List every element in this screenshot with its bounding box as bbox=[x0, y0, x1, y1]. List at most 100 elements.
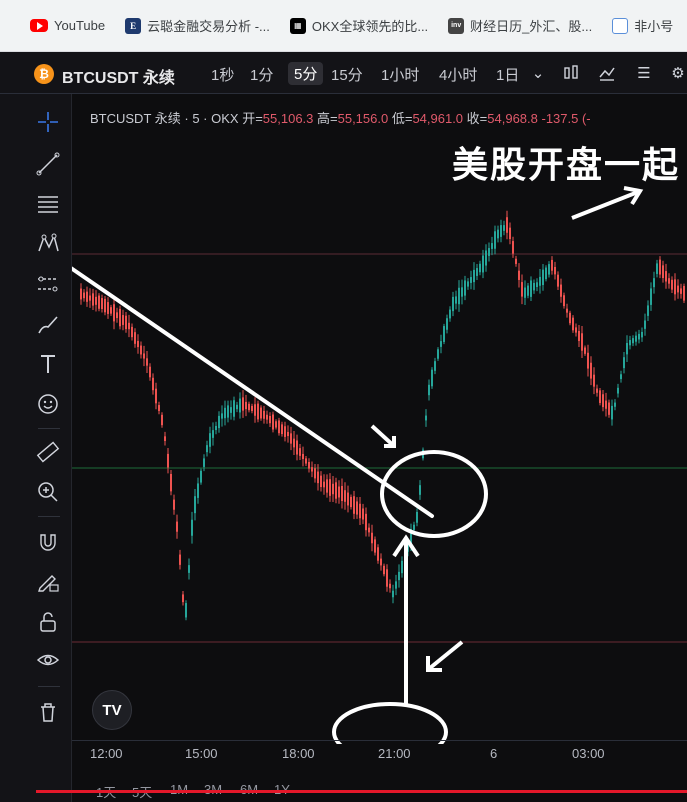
timeframe-5m[interactable]: 5分 bbox=[288, 62, 324, 85]
candle-body bbox=[248, 403, 250, 411]
timeframe-4h[interactable]: 4小时 bbox=[439, 67, 478, 84]
candle-body bbox=[620, 374, 622, 380]
tradingview-logo[interactable]: TV bbox=[92, 690, 132, 730]
templates-icon[interactable]: ☰ bbox=[637, 65, 651, 82]
candle-body bbox=[518, 270, 520, 280]
magnet-icon[interactable] bbox=[34, 528, 62, 556]
candle-body bbox=[302, 453, 304, 460]
legend-close-label: 收= bbox=[466, 111, 488, 126]
unlock-icon[interactable] bbox=[34, 608, 62, 636]
candle-body bbox=[164, 436, 166, 442]
legend-high-label: 高= bbox=[317, 111, 338, 126]
legend-title: BTCUSDT 永续 · 5 · OKX bbox=[90, 111, 239, 126]
candle-body bbox=[452, 296, 454, 312]
trash-icon[interactable] bbox=[34, 698, 62, 726]
forecast-icon[interactable] bbox=[34, 270, 62, 298]
candle-body bbox=[512, 241, 514, 254]
candle-body bbox=[83, 292, 85, 299]
range-3m[interactable]: 3M bbox=[204, 782, 222, 797]
candle-body bbox=[95, 296, 97, 305]
candle-body bbox=[356, 501, 358, 515]
timeframe-15m[interactable]: 15分 bbox=[331, 67, 363, 84]
candle-body bbox=[479, 263, 481, 273]
candle-body bbox=[398, 571, 400, 581]
candle-body bbox=[92, 293, 94, 306]
indicators-icon[interactable] bbox=[597, 64, 617, 82]
candles-icon[interactable] bbox=[561, 64, 581, 82]
bookmark-investing[interactable]: inv 财经日历_外汇、股... bbox=[448, 16, 592, 35]
brush-icon[interactable] bbox=[34, 310, 62, 338]
time-tick: 15:00 bbox=[185, 746, 218, 761]
ruler-icon[interactable] bbox=[34, 438, 62, 466]
candle-body bbox=[641, 331, 643, 338]
timeframe-1m[interactable]: 1分 bbox=[250, 67, 274, 84]
candle-body bbox=[110, 307, 112, 314]
candle-body bbox=[524, 287, 526, 298]
candle-body bbox=[659, 259, 661, 275]
annotation-text: 美股开盘一起 bbox=[452, 144, 681, 186]
candle-body bbox=[593, 374, 595, 387]
bookmark-youtube[interactable]: YouTube bbox=[30, 18, 105, 33]
chevron-down-icon[interactable]: ⌄ bbox=[531, 65, 545, 82]
time-axis[interactable]: 12:00 15:00 18:00 21:00 6 03:00 bbox=[72, 740, 687, 766]
bookmark-okx[interactable]: ▦ OKX全球领先的比... bbox=[289, 16, 428, 35]
timeframe-1h[interactable]: 1小时 bbox=[381, 67, 420, 84]
candle-body bbox=[308, 462, 310, 469]
candle-body bbox=[482, 255, 484, 273]
candle-body bbox=[368, 527, 370, 533]
candle-body bbox=[671, 279, 673, 290]
timeframe-1s[interactable]: 1秒 bbox=[211, 67, 235, 84]
legend-high: 55,156.0 bbox=[337, 111, 389, 126]
candle-body bbox=[326, 479, 328, 493]
candle-body bbox=[158, 405, 160, 411]
candle-body bbox=[236, 404, 238, 410]
candle-body bbox=[494, 231, 496, 249]
candle-body bbox=[389, 583, 391, 589]
crosshair-icon[interactable] bbox=[34, 108, 62, 136]
symbol-search[interactable]: BTCUSDT 永续 bbox=[62, 70, 175, 87]
pattern-icon[interactable] bbox=[34, 230, 62, 258]
emoji-icon[interactable] bbox=[34, 390, 62, 418]
ohlc-legend: BTCUSDT 永续 · 5 · OKX 开=55,106.3 高=55,156… bbox=[90, 108, 591, 127]
candle-body bbox=[293, 438, 295, 448]
bookmark-yuncong[interactable]: E 云聪金融交易分析 -... bbox=[125, 16, 270, 35]
fib-icon[interactable] bbox=[34, 190, 62, 218]
candles-group bbox=[80, 210, 685, 621]
candle-body bbox=[668, 278, 670, 284]
bookmark-label: 财经日历_外汇、股... bbox=[470, 19, 593, 34]
zoom-in-icon[interactable] bbox=[34, 478, 62, 506]
candle-body bbox=[662, 265, 664, 278]
lock-drawing-icon[interactable] bbox=[34, 568, 62, 596]
candle-body bbox=[596, 388, 598, 393]
timeframe-1d[interactable]: 1日 bbox=[496, 67, 520, 84]
candle-body bbox=[617, 387, 619, 394]
range-1y[interactable]: 1Y bbox=[274, 782, 290, 797]
candle-body bbox=[227, 405, 229, 418]
candle-body bbox=[428, 384, 430, 396]
candle-body bbox=[197, 483, 199, 498]
annotation-arrow-right bbox=[571, 190, 639, 220]
text-icon[interactable] bbox=[34, 350, 62, 378]
okx-icon: ▦ bbox=[289, 17, 306, 34]
candle-body bbox=[608, 402, 610, 415]
candle-body bbox=[104, 298, 106, 313]
candle-body bbox=[392, 590, 394, 598]
range-6m[interactable]: 6M bbox=[240, 782, 258, 797]
eye-icon[interactable] bbox=[34, 646, 62, 674]
chart-canvas[interactable] bbox=[72, 94, 687, 744]
candle-body bbox=[446, 318, 448, 330]
candle-body bbox=[230, 407, 232, 413]
candle-body bbox=[614, 402, 616, 407]
candle-body bbox=[455, 296, 457, 304]
candle-body bbox=[674, 279, 676, 295]
trendline-icon[interactable] bbox=[34, 150, 62, 178]
candle-body bbox=[431, 369, 433, 387]
candle-body bbox=[503, 225, 505, 231]
candle-body bbox=[374, 539, 376, 553]
legend-open: 55,106.3 bbox=[262, 111, 314, 126]
bookmark-feixiaohao[interactable]: 非小号 bbox=[612, 16, 673, 35]
settings-icon[interactable]: ⚙ bbox=[671, 65, 685, 82]
candle-body bbox=[80, 288, 82, 300]
range-1m[interactable]: 1M bbox=[170, 782, 188, 797]
candle-body bbox=[683, 285, 685, 301]
